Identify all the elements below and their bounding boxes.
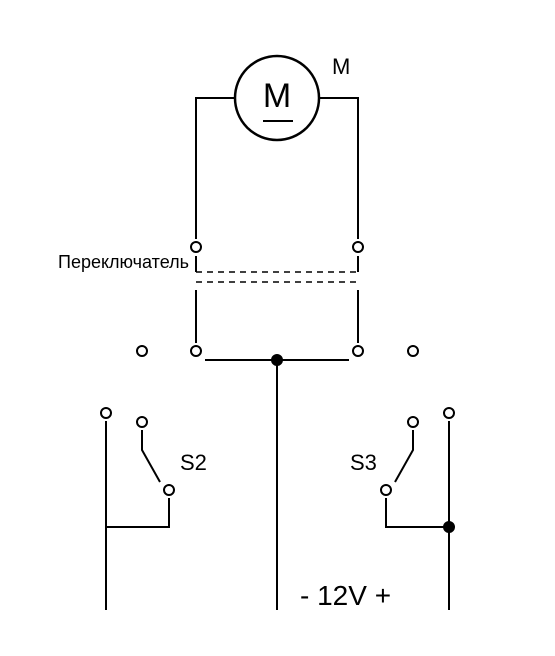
terminal-node xyxy=(444,408,454,418)
terminal-node xyxy=(353,346,363,356)
wire xyxy=(142,430,160,482)
motor-label: M xyxy=(332,54,350,79)
wire xyxy=(386,498,449,610)
terminal-node xyxy=(191,242,201,252)
terminal-node xyxy=(408,346,418,356)
wire xyxy=(106,498,169,610)
terminal-node xyxy=(164,485,174,495)
junction-node xyxy=(272,355,282,365)
solid-nodes xyxy=(272,355,454,532)
terminal-node xyxy=(408,417,418,427)
junction-node xyxy=(444,522,454,532)
s3-label: S3 xyxy=(350,450,377,475)
terminal-node xyxy=(137,417,147,427)
wires xyxy=(106,98,449,610)
switch-label: Переключатель xyxy=(58,252,189,272)
terminal-node xyxy=(381,485,391,495)
wire xyxy=(395,430,413,482)
terminal-node xyxy=(101,408,111,418)
terminal-node xyxy=(191,346,201,356)
wire xyxy=(196,98,235,239)
terminal-node xyxy=(137,346,147,356)
s2-label: S2 xyxy=(180,450,207,475)
motor-letter: M xyxy=(263,77,291,115)
dashed-lines xyxy=(196,272,358,282)
power-label: - 12V + xyxy=(300,580,391,611)
wire xyxy=(319,98,358,239)
terminal-node xyxy=(353,242,363,252)
